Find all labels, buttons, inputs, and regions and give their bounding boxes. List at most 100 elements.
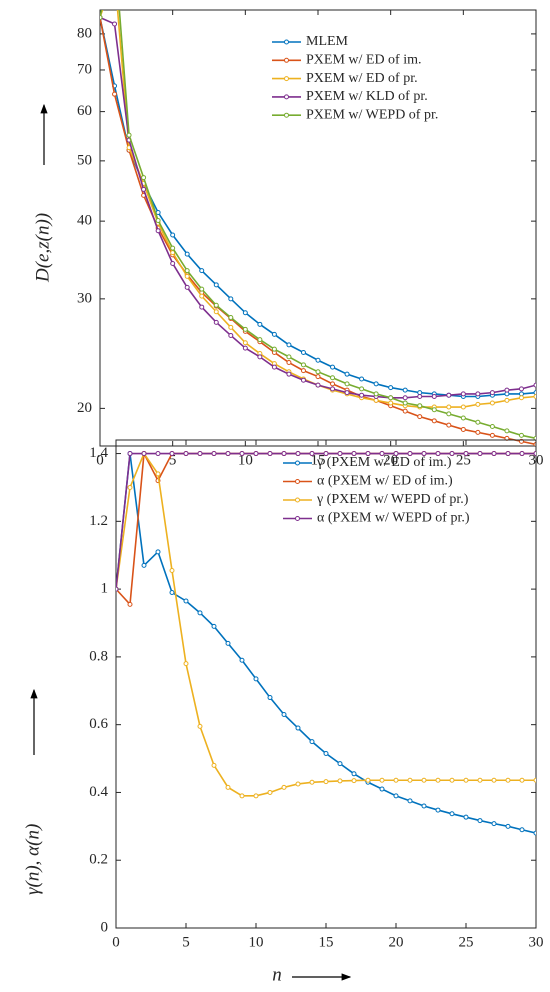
data-point [388,385,394,391]
data-point [281,451,287,457]
data-point [286,360,292,366]
data-point [491,451,497,457]
y-tick-label: 50 [77,152,92,168]
legend-marker [284,39,289,45]
data-point [504,387,510,393]
data-point [359,392,365,398]
data-point [309,779,315,785]
data-point [170,260,176,266]
y-tick-label: 20 [77,400,92,416]
data-point [491,821,497,827]
data-point [323,750,329,756]
data-point [489,400,495,406]
legend-marker [284,76,289,82]
data-point [344,390,350,396]
data-point [199,268,205,274]
data-point [197,723,203,729]
data-point [155,451,161,457]
data-point [337,778,343,784]
data-point [239,793,245,799]
data-point [463,814,469,820]
data-point [365,777,371,783]
data-point [330,381,336,387]
data-point [477,818,483,824]
data-point [169,590,175,595]
data-point [315,382,321,388]
data-point [417,403,423,409]
data-point [518,386,524,392]
data-point [505,823,511,829]
y-tick-label: 60 [77,103,92,119]
y-tick-label: 0.4 [89,784,108,800]
data-point [300,362,306,368]
data-point [300,349,306,355]
data-point [351,451,357,457]
data-point [281,784,287,790]
data-point [155,217,161,223]
legend-marker [284,112,289,118]
data-point [463,451,469,457]
y-tick-label: 0.2 [89,852,108,868]
data-point [267,451,273,457]
data-point [239,657,245,663]
data-point [228,314,234,320]
data-point [309,451,315,457]
data-point [225,784,231,790]
x-tick-label: 5 [169,452,177,468]
data-point [213,309,219,315]
x-tick-label: 10 [249,934,264,950]
data-point [393,793,399,799]
data-point [337,761,343,767]
data-point [257,321,263,327]
x-tick-label: 15 [319,934,334,950]
data-point [402,395,408,401]
data-point [228,332,234,338]
data-point [242,345,248,351]
axes-box [115,439,537,929]
data-point [421,451,427,457]
data-point [373,381,379,387]
legend-label: PXEM w/ ED of im. [306,53,422,68]
y-tick-label: 0 [101,919,109,935]
data-point [141,186,147,192]
data-point [112,91,118,97]
y-tick-label: 80 [77,25,92,41]
data-point [271,346,277,352]
data-point [359,386,365,392]
data-point [253,451,259,457]
data-point [183,451,189,457]
data-point [225,640,231,646]
data-point [519,827,525,833]
legend-marker [284,94,289,100]
data-point [435,451,441,457]
data-point [489,390,495,396]
data-point [388,395,394,401]
data-point [286,342,292,348]
data-point [388,400,394,406]
data-point [286,371,292,377]
data-point [127,451,133,457]
data-point [330,375,336,381]
data-point [351,778,357,784]
data-point [112,21,118,27]
plot-area [116,450,536,836]
data-point [197,451,203,457]
data-point [417,414,423,420]
data-point [533,777,536,783]
data-point [286,354,292,360]
y-tick-label: 1.4 [89,445,108,461]
data-point [344,381,350,387]
data-point [315,357,321,363]
data-point [213,302,219,308]
data-point [504,397,510,403]
data-point [519,451,525,457]
legend-marker [295,460,300,466]
data-point [504,428,510,434]
data-point [330,364,336,370]
data-point [519,777,525,783]
y-axis-label: γ(n), α(n) [22,824,43,895]
data-point [211,623,217,629]
data-point [518,395,524,401]
data-point [449,777,455,783]
x-tick-label: 5 [182,934,190,950]
